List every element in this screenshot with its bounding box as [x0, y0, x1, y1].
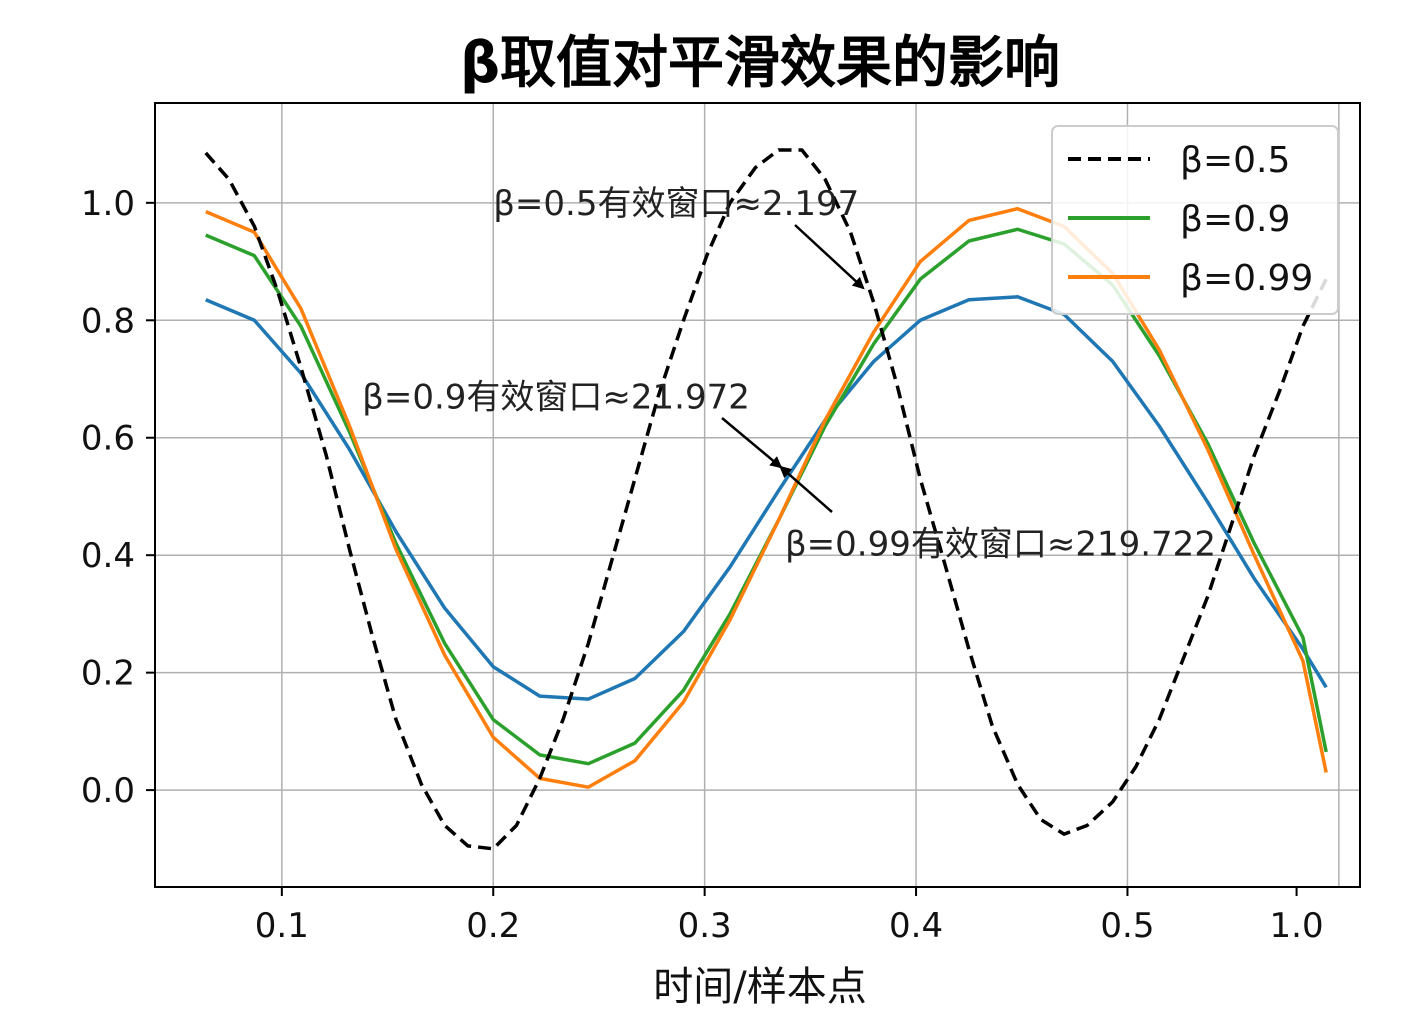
- annotation-arrow-0: [794, 224, 865, 290]
- x-tick-label-3: 0.4: [889, 906, 943, 946]
- legend-box: [1051, 125, 1339, 315]
- series-line-3: [205, 295, 1328, 701]
- annotation-arrow-2: [779, 465, 833, 513]
- legend: β=0.5 β=0.9 β=0.99: [1051, 125, 1339, 315]
- plot-area: 0.1 0.2 0.3 0.4 0.5 1.0 0.0 0.2 0.4 0.6 0.8 1.0 β=0.…: [81, 102, 1361, 946]
- annotation-text-2: β=0.99有效窗口≈219.722: [785, 524, 1216, 564]
- series-line-0: [204, 148, 1328, 851]
- y-tick-label-1: 0.2: [81, 654, 135, 694]
- plot-frame: [154, 102, 1361, 888]
- annotation-text-0: β=0.5有效窗口≈2.197: [493, 184, 859, 224]
- legend-label-0: β=0.5: [1180, 140, 1290, 181]
- y-tick-label-0: 0.0: [81, 771, 135, 811]
- annotation-text-1: β=0.9有效窗口≈21.972: [362, 378, 750, 418]
- x-tick-label-4: 0.5: [1100, 906, 1154, 946]
- series-group: [204, 148, 1328, 851]
- chart-title: β取值对平滑效果的影响: [460, 31, 1060, 96]
- x-tick-label-2: 0.3: [678, 906, 732, 946]
- legend-label-1: β=0.9: [1180, 199, 1290, 240]
- annotations: β=0.5有效窗口≈2.197 β=0.9有效窗口≈21.972 β=0.99有效窗…: [362, 184, 1216, 565]
- ticks: 0.1 0.2 0.3 0.4 0.5 1.0 0.0 0.2 0.4 0.6 0.8 1.0: [81, 184, 1324, 946]
- x-tick-label-0: 0.1: [255, 906, 309, 946]
- y-tick-label-4: 0.8: [81, 301, 135, 341]
- y-tick-label-3: 0.6: [81, 419, 135, 459]
- y-tick-label-2: 0.4: [81, 536, 135, 576]
- x-tick-label-5: 1.0: [1270, 906, 1324, 946]
- legend-label-2: β=0.99: [1180, 258, 1313, 299]
- x-tick-label-1: 0.2: [466, 906, 520, 946]
- annotation-arrow-1: [721, 417, 783, 469]
- x-axis-label: 时间/样本点: [653, 964, 866, 1010]
- y-tick-label-5: 1.0: [81, 184, 135, 224]
- series-line-2: [205, 206, 1328, 789]
- grid: [155, 103, 1360, 887]
